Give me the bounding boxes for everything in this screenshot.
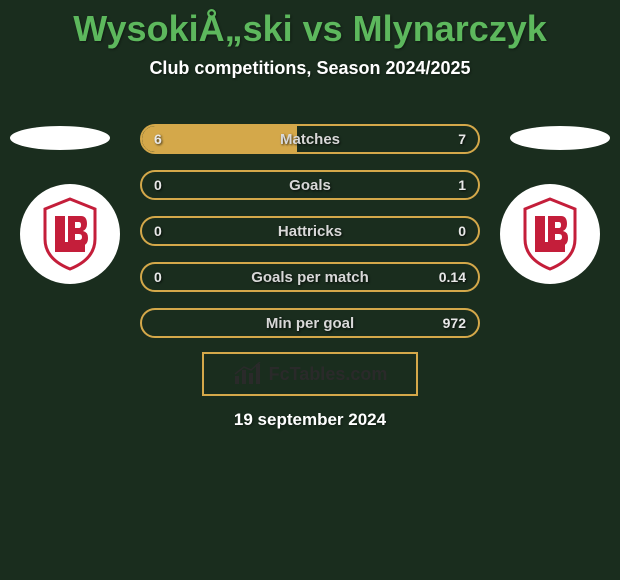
stat-value-right: 0 bbox=[458, 223, 466, 239]
page-subtitle: Club competitions, Season 2024/2025 bbox=[0, 58, 620, 79]
stat-value-right: 7 bbox=[458, 131, 466, 147]
stat-value-left: 0 bbox=[154, 269, 162, 285]
stat-value-right: 0.14 bbox=[439, 269, 466, 285]
page-title: WysokiÅ„ski vs Mlynarczyk bbox=[0, 0, 620, 50]
stat-row: Min per goal 972 bbox=[140, 308, 480, 338]
stat-value-right: 972 bbox=[443, 315, 466, 331]
stat-row: 6 Matches 7 bbox=[140, 124, 480, 154]
bar-chart-icon bbox=[233, 362, 263, 386]
stat-label: Hattricks bbox=[278, 223, 342, 240]
stat-row: 0 Goals per match 0.14 bbox=[140, 262, 480, 292]
team-badge-right bbox=[500, 184, 600, 284]
stat-value-left: 6 bbox=[154, 131, 162, 147]
footer-date: 19 september 2024 bbox=[234, 410, 386, 430]
brand-label: FcTables.com bbox=[269, 364, 388, 385]
decoration-ellipse-left bbox=[10, 126, 110, 150]
stat-row: 0 Goals 1 bbox=[140, 170, 480, 200]
stat-fill-left bbox=[142, 126, 297, 152]
stat-row: 0 Hattricks 0 bbox=[140, 216, 480, 246]
stat-label: Min per goal bbox=[266, 315, 354, 332]
stat-label: Goals bbox=[289, 177, 331, 194]
stats-container: 6 Matches 7 0 Goals 1 0 Hattricks 0 0 Goals per ma… bbox=[140, 124, 480, 354]
stat-value-right: 1 bbox=[458, 177, 466, 193]
stat-label: Goals per match bbox=[251, 269, 369, 286]
club-crest-icon bbox=[515, 194, 585, 274]
club-crest-icon bbox=[35, 194, 105, 274]
stat-value-left: 0 bbox=[154, 177, 162, 193]
team-badge-left bbox=[20, 184, 120, 284]
stat-value-left: 0 bbox=[154, 223, 162, 239]
stat-label: Matches bbox=[280, 131, 340, 148]
decoration-ellipse-right bbox=[510, 126, 610, 150]
brand-box: FcTables.com bbox=[202, 352, 418, 396]
